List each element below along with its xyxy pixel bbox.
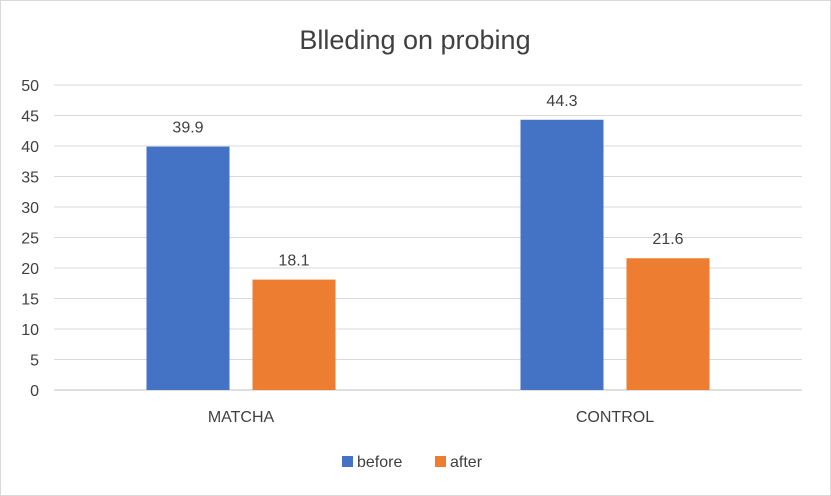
y-tick-label: 35 — [21, 170, 39, 187]
chart-title: Blleding on probing — [299, 25, 530, 55]
legend-label-after: after — [450, 454, 483, 471]
legend: before after — [342, 454, 483, 471]
legend-swatch-after — [435, 456, 446, 467]
y-tick-label: 10 — [21, 322, 39, 339]
category-label-control: CONTROL — [576, 409, 654, 426]
data-label-after-matcha: 18.1 — [278, 253, 309, 270]
bar-before-control — [520, 119, 604, 391]
y-tick-label: 50 — [21, 78, 39, 95]
bar-after-matcha — [252, 279, 336, 390]
y-tick-label: 5 — [30, 353, 39, 370]
legend-item-after: after — [435, 454, 483, 471]
y-axis-tick-labels: 0 5 10 15 20 25 30 35 40 45 50 — [21, 78, 39, 400]
category-label-matcha: MATCHA — [208, 409, 275, 426]
y-tick-label: 45 — [21, 109, 39, 126]
y-tick-label: 0 — [30, 383, 39, 400]
bar-after-control — [626, 258, 710, 390]
data-labels: 39.9 18.1 44.3 21.6 — [172, 93, 683, 270]
y-tick-label: 25 — [21, 231, 39, 248]
legend-label-before: before — [357, 454, 402, 471]
data-label-before-matcha: 39.9 — [172, 120, 203, 137]
y-tick-label: 40 — [21, 139, 39, 156]
legend-item-before: before — [342, 454, 402, 471]
bar-before-matcha — [146, 146, 230, 390]
legend-swatch-before — [342, 456, 353, 467]
y-tick-label: 30 — [21, 200, 39, 217]
y-tick-label: 15 — [21, 292, 39, 309]
data-label-after-control: 21.6 — [652, 231, 683, 248]
data-label-before-control: 44.3 — [546, 93, 577, 110]
bars — [146, 119, 710, 391]
y-tick-label: 20 — [21, 261, 39, 278]
x-axis-category-labels: MATCHA CONTROL — [208, 409, 654, 426]
